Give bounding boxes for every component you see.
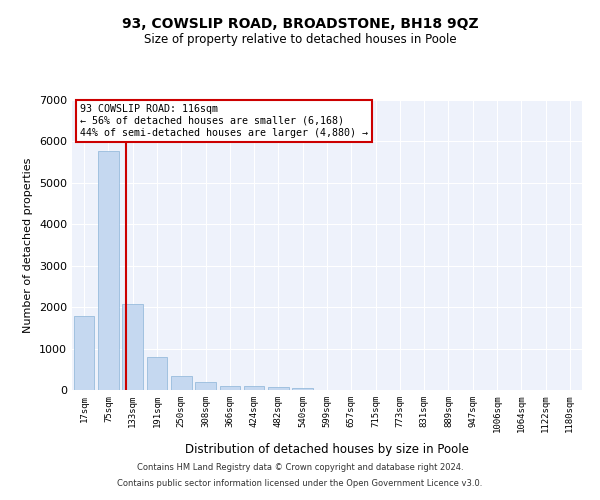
Bar xyxy=(244,386,265,390)
Bar xyxy=(98,150,119,390)
Text: 93, COWSLIP ROAD, BROADSTONE, BH18 9QZ: 93, COWSLIP ROAD, BROADSTONE, BH18 9QZ xyxy=(122,18,478,32)
Bar xyxy=(292,388,313,390)
Text: Distribution of detached houses by size in Poole: Distribution of detached houses by size … xyxy=(185,442,469,456)
Bar xyxy=(171,376,191,390)
Text: Size of property relative to detached houses in Poole: Size of property relative to detached ho… xyxy=(143,32,457,46)
Bar xyxy=(195,382,216,390)
Y-axis label: Number of detached properties: Number of detached properties xyxy=(23,158,34,332)
Bar xyxy=(122,304,143,390)
Bar xyxy=(74,316,94,390)
Bar xyxy=(146,357,167,390)
Text: Contains HM Land Registry data © Crown copyright and database right 2024.: Contains HM Land Registry data © Crown c… xyxy=(137,464,463,472)
Text: Contains public sector information licensed under the Open Government Licence v3: Contains public sector information licen… xyxy=(118,478,482,488)
Bar xyxy=(268,386,289,390)
Bar xyxy=(220,386,240,390)
Text: 93 COWSLIP ROAD: 116sqm
← 56% of detached houses are smaller (6,168)
44% of semi: 93 COWSLIP ROAD: 116sqm ← 56% of detache… xyxy=(80,104,368,138)
